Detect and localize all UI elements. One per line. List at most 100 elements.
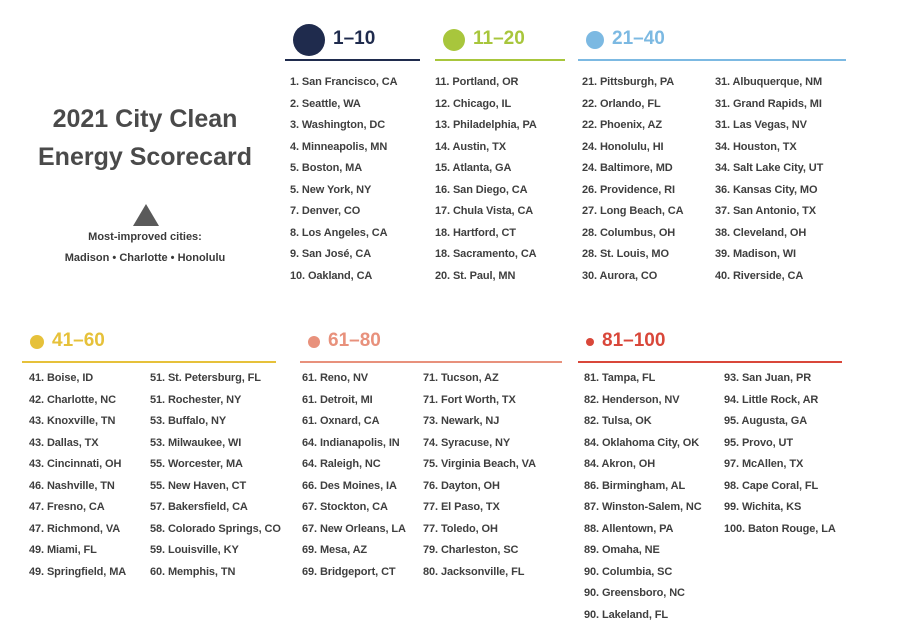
city-entry: 82. Henderson, NV [584,393,680,406]
city-entry: 69. Bridgeport, CT [302,565,396,578]
city-entry: 80. Jacksonville, FL [423,565,525,578]
city-entry: 94. Little Rock, AR [724,393,819,406]
city-entry: 1. San Francisco, CA [290,76,398,88]
city-entry: 47. Richmond, VA [29,522,121,535]
group-header: 41–60 [52,330,105,351]
city-entry: 43. Dallas, TX [29,436,99,449]
city-entry: 67. New Orleans, LA [302,522,406,535]
city-entry: 86. Birmingham, AL [584,479,686,492]
city-entry: 9. San José, CA [290,248,372,260]
city-entry: 39. Madison, WI [715,248,797,260]
city-entry: 95. Provo, UT [724,436,793,449]
most-improved-label: Most-improved cities: [88,231,202,243]
city-entry: 81. Tampa, FL [584,372,656,384]
city-entry: 36. Kansas City, MO [715,183,818,196]
city-entry: 60. Memphis, TN [150,565,236,578]
city-entry: 53. Buffalo, NY [150,415,227,427]
group-header: 1–10 [333,28,376,49]
city-entry: 18. Sacramento, CA [435,248,537,260]
city-entry: 100. Baton Rouge, LA [724,522,836,535]
city-entry: 22. Phoenix, AZ [582,119,663,131]
group-rule [435,59,565,61]
city-entry: 67. Stockton, CA [302,501,388,513]
group-dot [586,31,604,49]
city-entry: 74. Syracuse, NY [423,436,511,449]
city-entry: 14. Austin, TX [435,140,506,153]
city-entry: 26. Providence, RI [582,183,675,196]
city-entry: 58. Colorado Springs, CO [150,522,281,535]
city-entry: 42. Charlotte, NC [29,393,116,406]
city-entry: 43. Knoxville, TN [29,415,116,427]
city-entry: 89. Omaha, NE [584,544,660,556]
city-entry: 41. Boise, ID [29,372,94,384]
city-entry: 66. Des Moines, IA [302,479,397,492]
city-entry: 55. Worcester, MA [150,458,243,470]
city-entry: 27. Long Beach, CA [582,205,684,217]
city-entry: 71. Fort Worth, TX [423,393,516,406]
city-entry: 21. Pittsburgh, PA [582,76,675,88]
city-entry: 98. Cape Coral, FL [724,479,819,492]
city-entry: 31. Albuquerque, NM [715,76,823,88]
city-entry: 24. Baltimore, MD [582,162,673,174]
city-entry: 90. Lakeland, FL [584,608,668,621]
city-entry: 88. Allentown, PA [584,522,674,535]
city-entry: 4. Minneapolis, MN [290,140,388,153]
city-entry: 47. Fresno, CA [29,501,105,513]
city-entry: 49. Springfield, MA [29,565,127,578]
group-dot [443,29,465,51]
group-header: 11–20 [473,28,525,49]
triangle-icon [133,204,159,226]
city-entry: 30. Aurora, CO [582,269,658,282]
city-entry: 69. Mesa, AZ [302,544,368,556]
most-improved-cities: Madison • Charlotte • Honolulu [64,252,226,264]
city-entry: 10. Oakland, CA [290,269,373,282]
city-entry: 87. Winston-Salem, NC [584,501,702,513]
city-entry: 51. Rochester, NY [150,393,242,406]
city-entry: 95. Augusta, GA [724,415,808,427]
city-entry: 18. Hartford, CT [435,226,516,239]
city-entry: 46. Nashville, TN [29,479,115,492]
group-header: 81–100 [602,330,666,351]
group-dot [308,336,320,348]
city-entry: 61. Oxnard, CA [302,415,380,427]
city-entry: 37. San Antonio, TX [715,205,816,217]
city-entry: 57. Bakersfield, CA [150,501,248,513]
city-entry: 82. Tulsa, OK [584,415,652,427]
city-entry: 79. Charleston, SC [423,544,519,556]
city-entry: 8. Los Angeles, CA [290,226,388,239]
city-entry: 31. Las Vegas, NV [715,119,807,131]
city-entry: 43. Cincinnati, OH [29,458,122,470]
city-entry: 53. Milwaukee, WI [150,436,242,449]
city-entry: 76. Dayton, OH [423,479,500,492]
city-entry: 90. Columbia, SC [584,565,673,578]
city-entry: 38. Cleveland, OH [715,226,807,239]
city-entry: 11. Portland, OR [435,76,519,88]
city-entry: 2. Seattle, WA [290,97,361,110]
city-entry: 3. Washington, DC [290,119,386,131]
group-rule [578,59,846,61]
city-entry: 90. Greensboro, NC [584,587,685,599]
city-entry: 34. Salt Lake City, UT [715,162,824,174]
city-entry: 84. Akron, OH [584,458,656,470]
city-entry: 34. Houston, TX [715,140,797,153]
city-entry: 28. Columbus, OH [582,226,676,239]
city-entry: 97. McAllen, TX [724,458,804,470]
group-rule [285,59,420,61]
city-entry: 99. Wichita, KS [724,501,802,513]
city-entry: 49. Miami, FL [29,544,97,556]
city-entry: 22. Orlando, FL [582,97,661,110]
city-entry: 51. St. Petersburg, FL [150,372,261,384]
city-entry: 71. Tucson, AZ [423,372,499,384]
city-entry: 15. Atlanta, GA [435,162,512,174]
city-entry: 84. Oklahoma City, OK [584,436,700,449]
city-entry: 64. Indianapolis, IN [302,436,400,449]
city-entry: 73. Newark, NJ [423,415,500,427]
city-entry: 31. Grand Rapids, MI [715,97,822,110]
group-dot [293,24,325,56]
group-header: 21–40 [612,28,665,49]
city-entry: 61. Detroit, MI [302,393,373,406]
city-entry: 20. St. Paul, MN [435,269,516,282]
city-entry: 7. Denver, CO [290,205,361,217]
city-entry: 5. Boston, MA [290,162,363,174]
